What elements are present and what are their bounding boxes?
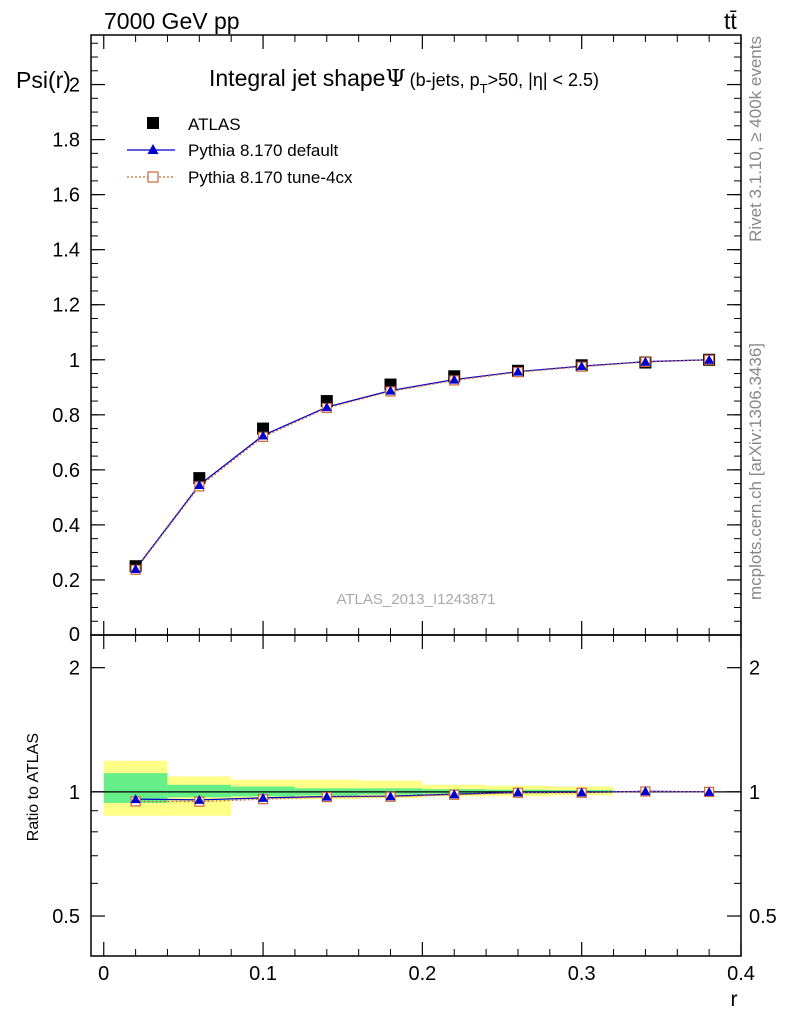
ratio-y-tick-label-right: 1: [749, 782, 760, 804]
main-point-default: [512, 366, 523, 376]
watermark-label: ATLAS_2013_I1243871: [336, 591, 495, 608]
legend-label-default: Pythia 8.170 default: [188, 141, 339, 160]
title-cuts-subscript: T: [480, 81, 488, 96]
ratio-panel: 0.5 0.5 1 1 2 2 0 0.1 0.2 0.3 0.4 Ratio to ATLAS r: [25, 634, 777, 1011]
main-y-tick-label: 1.2: [52, 295, 80, 317]
mcplots-label: mcplots.cern.ch [arXiv:1306.3436]: [746, 343, 765, 600]
ratio-point-default: [512, 787, 523, 797]
main-title-cuts: (b-jets, pT>50, |η| < 2.5): [410, 70, 599, 96]
ratio-y-tick-label-right: 0.5: [749, 906, 777, 928]
title-cuts-suffix: >50, |η| < 2.5): [488, 70, 599, 90]
legend-marker-atlas: [147, 117, 159, 129]
main-title-text: Integral jet shape: [209, 65, 385, 91]
main-y-tick-label: 0.2: [52, 570, 80, 592]
legend-label-atlas: ATLAS: [188, 115, 241, 134]
ratio-point-default: [258, 792, 269, 802]
main-y-tick-label: 1.8: [52, 130, 80, 152]
ratio-x-tick-label: 0.1: [249, 963, 277, 985]
process-label: tt̄: [724, 8, 737, 34]
legend-item-atlas: ATLAS: [147, 115, 241, 134]
main-data-layer: [129, 353, 716, 575]
legend-label-tune4cx: Pythia 8.170 tune-4cx: [188, 168, 353, 187]
main-point-default: [449, 374, 460, 384]
main-title-symbol: Ψ: [385, 66, 405, 92]
rivet-label: Rivet 3.1.10, ≥ 400k events: [746, 36, 765, 242]
ratio-point-default: [194, 794, 205, 804]
ratio-data-layer: [91, 760, 741, 816]
ratio-x-tick-label: 0.4: [727, 963, 755, 985]
ratio-point-default: [449, 789, 460, 799]
main-ticks: 0.2 0.4 0.6 0.8 1 1.2 1.4 1.6 1.8 2 0: [52, 35, 742, 646]
main-y-tick-label: 0.6: [52, 460, 80, 482]
main-y-tick-label: 1.4: [52, 240, 80, 262]
main-y-tick-label: 1.6: [52, 185, 80, 207]
title-cuts-prefix: (b-jets, p: [410, 70, 480, 90]
main-y-tick-label-zero: 0: [69, 624, 80, 646]
main-point-default: [704, 354, 715, 364]
main-point-default: [576, 361, 587, 371]
ratio-y-tick-label-right: 2: [749, 658, 760, 680]
ratio-x-tick-label: 0.2: [408, 963, 436, 985]
legend-marker-tune4cx: [147, 171, 159, 183]
main-y-tick-label: 1: [69, 350, 80, 372]
main-point-default: [258, 430, 269, 440]
ratio-frame: [90, 634, 742, 957]
ratio-point-default: [640, 786, 651, 796]
main-y-tick-label: 2: [69, 75, 80, 97]
main-ylabel: Psi(r): [16, 67, 71, 93]
ratio-series-line: [135, 790, 710, 801]
ratio-x-tick-label: 0.3: [568, 963, 596, 985]
main-point-atlas: [257, 422, 270, 435]
legend-item-default: Pythia 8.170 default: [127, 141, 339, 160]
ratio-x-tick-label: 0: [98, 963, 109, 985]
ratio-xlabel: r: [731, 988, 738, 1011]
ratio-point-default: [130, 794, 141, 804]
ratio-y-tick-label-left: 2: [69, 658, 80, 680]
main-title: Integral jet shapeΨ (b-jets, pT>50, |η| <…: [209, 65, 599, 96]
ratio-ylabel: Ratio to ATLAS: [25, 733, 42, 841]
ratio-point-default: [385, 791, 396, 801]
main-point-default: [130, 563, 141, 573]
main-point-default: [640, 356, 651, 366]
ratio-point-default: [576, 787, 587, 797]
main-y-tick-label: 0.8: [52, 405, 80, 427]
main-y-tick-label: 0.4: [52, 515, 80, 537]
main-series-line: [135, 359, 710, 571]
main-point-default: [385, 385, 396, 395]
ratio-point-default: [704, 786, 715, 796]
main-point-atlas: [193, 472, 206, 485]
main-series-line: [135, 359, 710, 570]
main-point-default: [321, 402, 332, 412]
ratio-ticks: 0.5 0.5 1 1 2 2 0 0.1 0.2 0.3 0.4: [52, 635, 777, 985]
legend: ATLAS Pythia 8.170 default Pythia 8.170 …: [127, 115, 353, 187]
main-point-default: [194, 480, 205, 489]
ratio-point-default: [321, 791, 332, 801]
ratio-stat-uncertainty-band: [167, 784, 232, 798]
ratio-y-tick-label-left: 0.5: [52, 906, 80, 928]
legend-item-tune4cx: Pythia 8.170 tune-4cx: [127, 168, 353, 187]
ratio-y-tick-label-left: 1: [69, 782, 80, 804]
energy-label: 7000 GeV pp: [104, 8, 240, 34]
main-panel: 0.2 0.4 0.6 0.8 1 1.2 1.4 1.6 1.8 2 0 Psi(r) Integ…: [16, 34, 742, 646]
legend-marker-default: [147, 144, 159, 154]
